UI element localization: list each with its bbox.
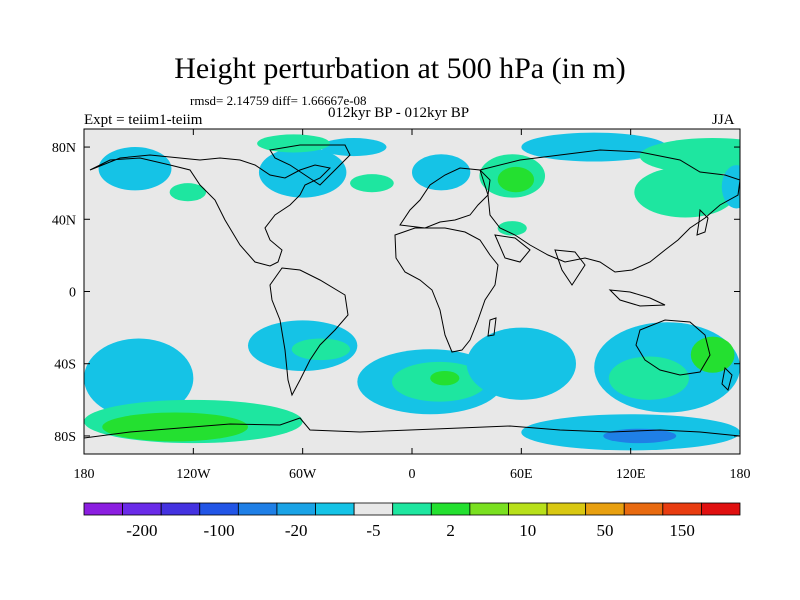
y-tick-label: 0	[69, 286, 76, 301]
coastline-europe	[399, 167, 491, 229]
anomaly-region-positive	[350, 174, 394, 193]
colorbar-label: 150	[669, 521, 695, 540]
anomaly-region-positive	[690, 336, 735, 373]
anomaly-region-positive	[639, 138, 740, 175]
anomaly-region-positive	[291, 338, 351, 361]
coastline-antarctica	[84, 417, 740, 439]
colorbar-box	[276, 502, 316, 516]
x-tick-label: 120E	[616, 467, 646, 482]
coastlines	[84, 144, 740, 439]
colorbar-box	[83, 502, 123, 516]
coastline-asia	[479, 149, 740, 273]
anomaly-region-negative	[412, 154, 471, 191]
anomaly-region-negative	[603, 428, 677, 444]
x-tick-label: 180	[730, 467, 751, 482]
coastline-madagascar	[487, 317, 497, 337]
colorbar-label: 2	[446, 521, 455, 540]
anomaly-region-positive	[497, 166, 535, 193]
colorbar-box	[160, 502, 201, 516]
colorbar: -200 -100 -20 -5 2 10 50 150	[83, 502, 741, 540]
coastline-south-america	[269, 267, 349, 397]
colorbar-box	[122, 502, 162, 516]
colorbar-box	[353, 502, 394, 516]
x-tick-label: 180	[74, 467, 95, 482]
coastline-new-zealand	[721, 366, 733, 391]
x-tick-label: 0	[409, 467, 416, 482]
x-tick-label: 60E	[510, 467, 533, 482]
x-tick-label: 60W	[289, 467, 317, 482]
colorbar-box	[315, 502, 355, 516]
anomaly-region-negative	[98, 147, 172, 191]
coastline-africa	[394, 227, 499, 353]
y-tick-label: 40S	[54, 358, 76, 373]
season-label: JJA	[712, 112, 735, 128]
stats-line: rmsd= 2.14759 diff= 1.66667e-08	[190, 93, 367, 108]
y-tick-label: 80S	[54, 430, 76, 445]
anomaly-region-positive	[608, 356, 689, 400]
y-tick-label: 40N	[52, 213, 76, 228]
colorbar-label: -20	[285, 521, 308, 540]
coastline-arabia	[494, 234, 531, 263]
colorbar-box	[508, 502, 548, 516]
experiment-label: Expt = teiim1-teiim	[84, 112, 203, 128]
anomaly-region-positive	[169, 183, 207, 202]
colorbar-box	[623, 502, 664, 516]
anomaly-region-negative	[320, 138, 387, 157]
colorbar-box	[430, 502, 471, 516]
anomaly-region-negative	[466, 327, 576, 400]
colorbar-box	[662, 502, 702, 516]
colorbar-box	[701, 502, 741, 516]
anomaly-region-negative	[84, 338, 194, 418]
colorbar-box	[546, 502, 587, 516]
colorbar-box	[392, 502, 432, 516]
anomaly-region-positive	[257, 134, 330, 153]
plot-title: Height perturbation at 500 hPa (in m)	[174, 52, 626, 85]
colorbar-box	[237, 502, 278, 516]
anomaly-region-negative	[521, 132, 668, 162]
anomaly-region-positive	[634, 166, 737, 218]
period-label: 012kyr BP - 012kyr BP	[328, 105, 470, 121]
coastline-indonesia	[608, 289, 666, 307]
colorbar-box	[199, 502, 239, 516]
y-tick-label: 80N	[52, 141, 76, 156]
colorbar-label: -5	[366, 521, 380, 540]
anomaly-region-negative	[258, 147, 347, 198]
x-tick-label: 120W	[176, 467, 211, 482]
coastline-japan	[696, 208, 709, 236]
coastline-india	[554, 249, 586, 286]
anomaly-field	[84, 132, 740, 451]
coastline-australia	[635, 319, 711, 376]
colorbar-box	[469, 502, 509, 516]
colorbar-label: -200	[126, 521, 157, 540]
colorbar-label: 50	[596, 521, 613, 540]
coastline-greenland	[269, 144, 351, 186]
colorbar-box	[585, 502, 625, 516]
anomaly-region-positive	[430, 370, 460, 386]
coastline-north-america	[89, 154, 332, 267]
map-axes: 180 120W 60W 0 60E 120E 180 80N 40N 0 40S 80S	[52, 129, 751, 482]
colorbar-label: -100	[203, 521, 234, 540]
anomaly-region-positive	[102, 412, 248, 442]
anomaly-region-positive	[497, 221, 527, 236]
colorbar-label: 10	[519, 521, 536, 540]
